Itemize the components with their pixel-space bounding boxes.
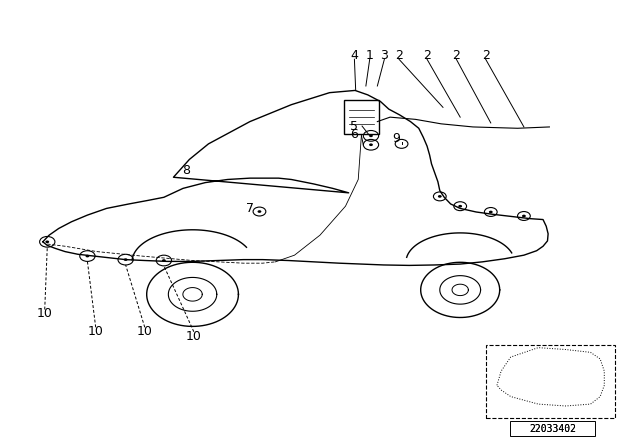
Text: 10: 10 [88,325,104,338]
Text: 4: 4 [351,49,358,62]
FancyBboxPatch shape [344,100,380,134]
Text: 8: 8 [182,164,190,177]
Circle shape [489,211,493,213]
Circle shape [438,195,442,198]
Text: 22033402: 22033402 [529,424,576,434]
Text: 2: 2 [423,49,431,62]
Text: 2: 2 [452,49,460,62]
Text: 6: 6 [350,129,358,142]
Circle shape [86,255,90,258]
FancyBboxPatch shape [510,421,595,436]
Circle shape [45,241,49,243]
Text: 7: 7 [246,202,254,215]
Circle shape [257,210,261,213]
Text: 9: 9 [392,132,401,145]
Text: 10: 10 [137,325,153,338]
Text: 2: 2 [482,49,490,62]
Circle shape [369,143,373,146]
Circle shape [124,258,127,261]
Circle shape [458,205,462,207]
Bar [486,345,615,418]
Circle shape [522,215,526,217]
Circle shape [369,134,373,137]
Text: 3: 3 [380,49,388,62]
Text: 2: 2 [395,49,403,62]
Circle shape [162,259,166,262]
Text: 5: 5 [350,120,358,133]
Text: 22033402: 22033402 [529,424,576,434]
Text: 1: 1 [366,49,374,62]
Text: 10: 10 [36,307,52,320]
Text: 10: 10 [186,330,202,343]
